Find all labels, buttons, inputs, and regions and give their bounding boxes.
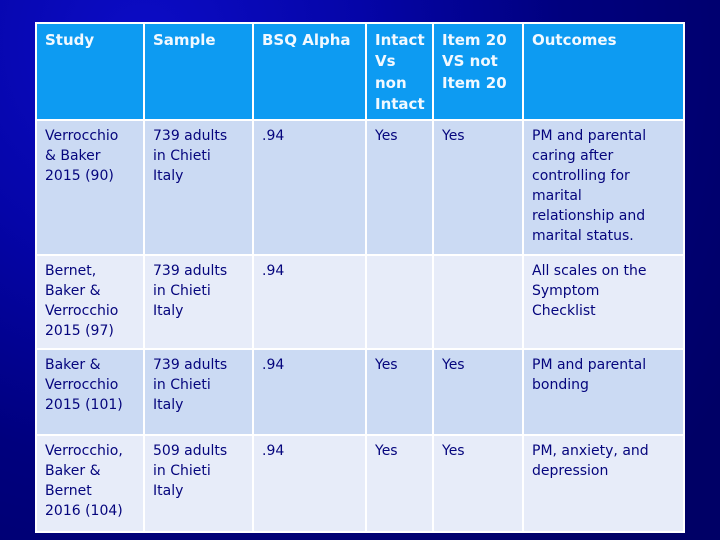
- cell-sample: 739 adults in Chieti Italy: [145, 256, 252, 349]
- table-header-row: Study Sample BSQ Alpha Intact Vs non Int…: [37, 24, 683, 120]
- column-header-item20-vs-not-item20: Item 20 VS not Item 20: [434, 24, 522, 120]
- cell-intact: [367, 256, 432, 349]
- cell-bsq-alpha: .94: [254, 121, 365, 255]
- cell-study: Verrocchio & Baker 2015 (90): [37, 121, 143, 255]
- column-header-study: Study: [37, 24, 143, 120]
- cell-study: Bernet, Baker & Verrocchio 2015 (97): [37, 256, 143, 349]
- studies-table: Study Sample BSQ Alpha Intact Vs non Int…: [35, 22, 685, 534]
- cell-item20: [434, 256, 522, 349]
- cell-outcomes: PM and parental caring after controlling…: [524, 121, 683, 255]
- table-row: Verrocchio, Baker & Bernet 2016 (104) 50…: [37, 436, 683, 532]
- cell-sample: 739 adults in Chieti Italy: [145, 350, 252, 435]
- cell-study: Baker & Verrocchio 2015 (101): [37, 350, 143, 435]
- cell-item20: Yes: [434, 350, 522, 435]
- cell-intact: Yes: [367, 121, 432, 255]
- cell-sample: 509 adults in Chieti Italy: [145, 436, 252, 532]
- cell-bsq-alpha: .94: [254, 350, 365, 435]
- cell-bsq-alpha: .94: [254, 256, 365, 349]
- cell-sample: 739 adults in Chieti Italy: [145, 121, 252, 255]
- cell-bsq-alpha: .94: [254, 436, 365, 532]
- cell-outcomes: All scales on the Symptom Checklist: [524, 256, 683, 349]
- column-header-intact-vs-non-intact: Intact Vs non Intact: [367, 24, 432, 120]
- table-row: Verrocchio & Baker 2015 (90) 739 adults …: [37, 121, 683, 255]
- column-header-sample: Sample: [145, 24, 252, 120]
- cell-study: Verrocchio, Baker & Bernet 2016 (104): [37, 436, 143, 532]
- cell-intact: Yes: [367, 350, 432, 435]
- cell-item20: Yes: [434, 436, 522, 532]
- cell-outcomes: PM, anxiety, and depression: [524, 436, 683, 532]
- cell-intact: Yes: [367, 436, 432, 532]
- column-header-bsq-alpha: BSQ Alpha: [254, 24, 365, 120]
- column-header-outcomes: Outcomes: [524, 24, 683, 120]
- cell-outcomes: PM and parental bonding: [524, 350, 683, 435]
- cell-item20: Yes: [434, 121, 522, 255]
- table-row: Baker & Verrocchio 2015 (101) 739 adults…: [37, 350, 683, 435]
- table-row: Bernet, Baker & Verrocchio 2015 (97) 739…: [37, 256, 683, 349]
